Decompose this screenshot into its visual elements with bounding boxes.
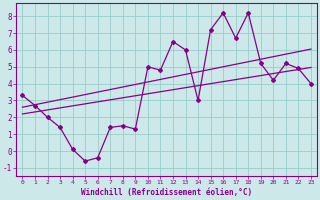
X-axis label: Windchill (Refroidissement éolien,°C): Windchill (Refroidissement éolien,°C) [81, 188, 252, 197]
